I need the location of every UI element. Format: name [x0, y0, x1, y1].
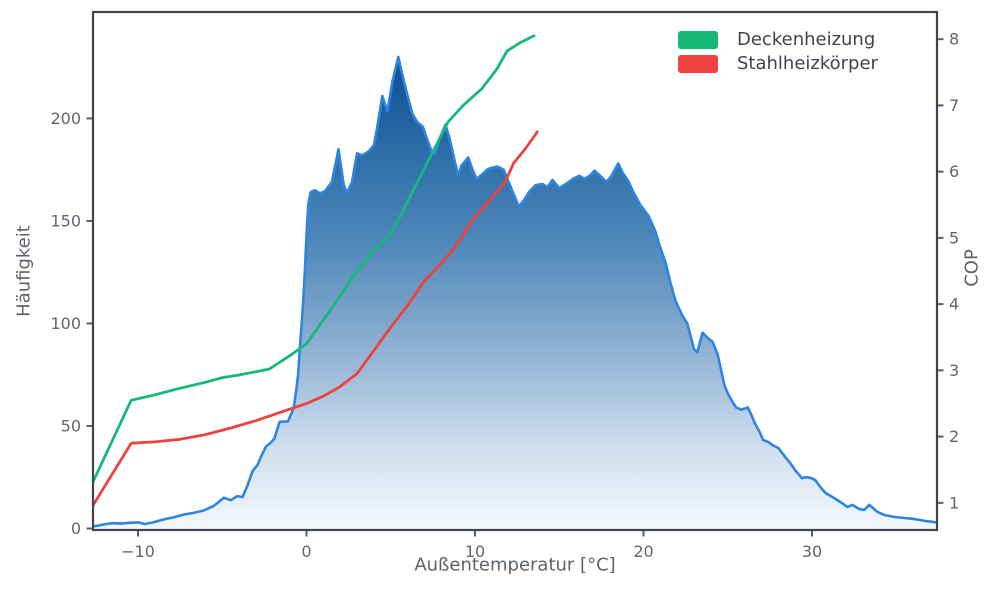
y-right-axis-label: COP — [961, 249, 983, 287]
x-tick-label: −10 — [121, 542, 155, 561]
plot-frame — [91, 10, 939, 532]
y-left-tick-label: 200 — [50, 109, 81, 128]
y-left-tick-label: 50 — [61, 417, 81, 436]
x-tick-label: 10 — [465, 542, 485, 561]
legend: Deckenheizung Stahlheizkörper — [678, 31, 878, 79]
series-line-stahlheizk-rper — [93, 130, 539, 508]
y-right-tick-label: 3 — [949, 361, 959, 380]
y-left-tick-label: 150 — [50, 211, 81, 230]
y-left-tick-label: 0 — [71, 519, 81, 538]
legend-label-deckenheizung: Deckenheizung — [737, 29, 876, 50]
legend-label-stahlheizkoerper: Stahlheizkörper — [737, 53, 878, 74]
y-right-tick-label: 7 — [949, 96, 959, 115]
x-axis-label: Außentemperatur [°C] — [414, 554, 616, 576]
legend-item-deckenheizung: Deckenheizung — [678, 31, 878, 49]
legend-swatch-deckenheizung — [678, 31, 718, 49]
x-tick-label: 20 — [633, 542, 653, 561]
legend-item-stahlheizkoerper: Stahlheizkörper — [678, 55, 878, 73]
y-right-tick-label: 5 — [949, 228, 959, 247]
x-tick-label: 30 — [802, 542, 822, 561]
x-tick-label: 0 — [301, 542, 311, 561]
y-right-tick-label: 1 — [949, 493, 959, 512]
y-left-tick-label: 100 — [50, 314, 81, 333]
legend-swatch-stahlheizkoerper — [678, 55, 718, 73]
y-left-axis-label: Häufigkeit — [13, 225, 35, 317]
series-line-deckenheizung — [93, 34, 536, 485]
histogram-area — [93, 56, 937, 530]
y-right-tick-label: 2 — [949, 427, 959, 446]
plot-area — [93, 34, 937, 530]
y-right-tick-label: 6 — [949, 162, 959, 181]
histogram-line — [93, 55, 937, 528]
y-right-tick-label: 8 — [949, 30, 959, 49]
y-right-tick-label: 4 — [949, 295, 959, 314]
